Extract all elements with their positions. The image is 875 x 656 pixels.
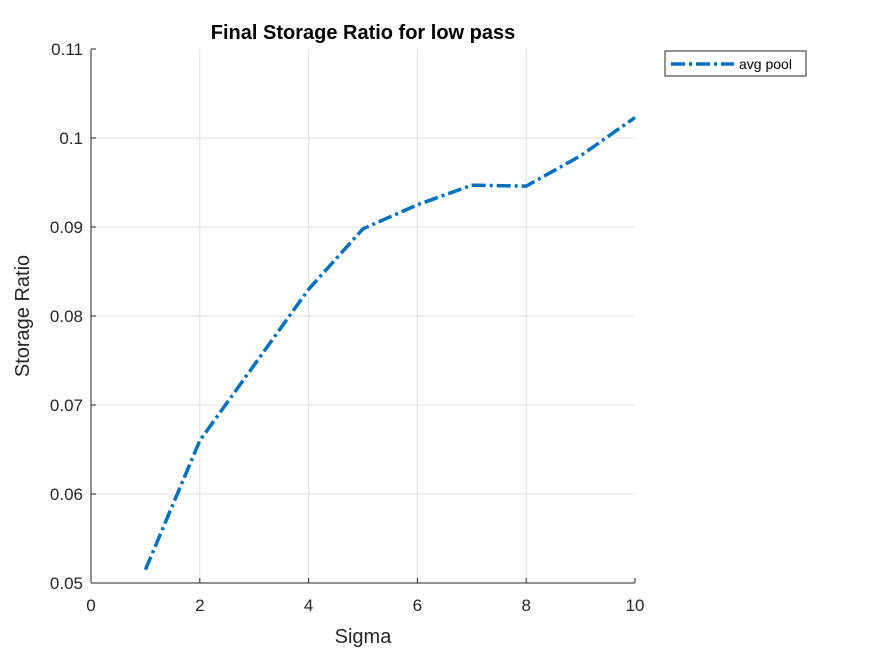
series-lines [143,116,637,571]
x-tick-label: 4 [304,596,313,615]
y-tick-label: 0.05 [50,574,83,593]
x-tick-label: 0 [86,596,95,615]
x-axis-title: Sigma [335,626,393,648]
legend-label-avg-pool: avg pool [739,56,792,72]
y-tick-label: 0.07 [50,396,83,415]
y-tick-label: 0.11 [51,40,83,59]
tick-labels: 0 2 4 6 8 10 0.05 0.06 0.07 0.08 0.09 0.1 0.11 [50,40,645,615]
legend-box [664,50,807,77]
y-tick-label: 0.06 [50,485,83,504]
x-tick-label: 2 [195,596,204,615]
x-tick-label: 6 [413,596,422,615]
x-tick-label: 8 [521,596,530,615]
x-tick-label: 10 [626,596,645,615]
y-tick-label: 0.1 [59,129,83,148]
y-tick-label: 0.09 [50,218,83,237]
y-tick-label: 0.08 [50,307,83,326]
legend: avg pool [664,50,807,77]
series-line-avg-pool [143,116,637,571]
chart-title: Final Storage Ratio for low pass [211,22,516,44]
axes [90,48,636,584]
y-axis-title: Storage Ratio [12,255,34,377]
